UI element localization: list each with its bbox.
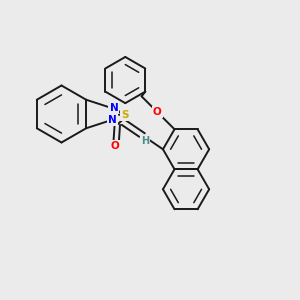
Text: N: N bbox=[108, 115, 117, 125]
Text: O: O bbox=[110, 141, 119, 151]
Text: S: S bbox=[121, 110, 129, 120]
Text: H: H bbox=[141, 136, 149, 146]
Text: N: N bbox=[110, 103, 118, 113]
Text: O: O bbox=[153, 107, 161, 117]
